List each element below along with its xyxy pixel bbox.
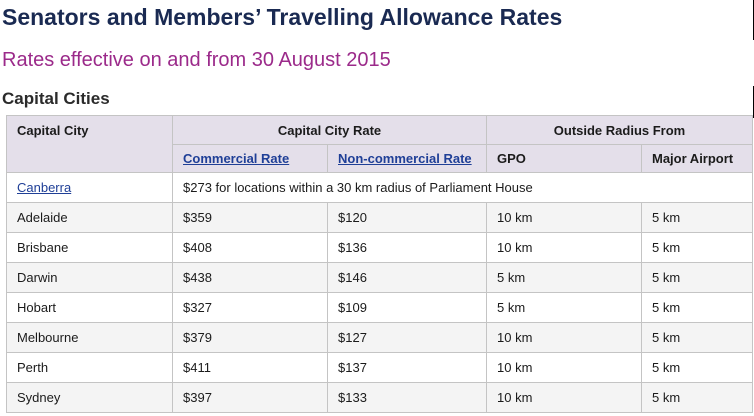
table-row: Brisbane $408 $136 10 km 5 km	[6, 232, 753, 263]
canberra-link[interactable]: Canberra	[17, 180, 72, 195]
commercial-rate-cell: $408	[172, 232, 328, 263]
non-commercial-rate-cell: $120	[327, 202, 487, 233]
non-commercial-rate-cell: $136	[327, 232, 487, 263]
gpo-radius-cell: 10 km	[486, 232, 642, 263]
city-cell: Darwin	[6, 262, 173, 293]
canberra-note-cell: $273 for locations within a 30 km radius…	[172, 172, 753, 203]
page-title: Senators and Members’ Travelling Allowan…	[2, 4, 563, 30]
header-commercial-rate: Commercial Rate	[172, 144, 328, 173]
gpo-radius-cell: 10 km	[486, 202, 642, 233]
table-row-canberra: Canberra $273 for locations within a 30 …	[6, 172, 753, 203]
commercial-rate-cell: $438	[172, 262, 328, 293]
airport-radius-cell: 5 km	[641, 322, 753, 353]
airport-radius-cell: 5 km	[641, 232, 753, 263]
header-capital-city: Capital City	[6, 115, 173, 173]
non-commercial-rate-cell: $146	[327, 262, 487, 293]
city-cell: Canberra	[6, 172, 173, 203]
airport-radius-cell: 5 km	[641, 202, 753, 233]
header-major-airport: Major Airport	[641, 144, 753, 173]
airport-radius-cell: 5 km	[641, 292, 753, 323]
commercial-rate-cell: $327	[172, 292, 328, 323]
gpo-radius-cell: 10 km	[486, 352, 642, 383]
commercial-rate-link[interactable]: Commercial Rate	[183, 151, 290, 166]
page-subtitle: Rates effective on and from 30 August 20…	[2, 49, 391, 71]
table-row: Darwin $438 $146 5 km 5 km	[6, 262, 753, 293]
non-commercial-rate-link[interactable]: Non-commercial Rate	[338, 151, 472, 166]
city-cell: Melbourne	[6, 322, 173, 353]
non-commercial-rate-cell: $127	[327, 322, 487, 353]
table-row: Sydney $397 $133 10 km 5 km	[6, 382, 753, 413]
header-capital-city-rate: Capital City Rate	[172, 115, 487, 145]
table-row: Perth $411 $137 10 km 5 km	[6, 352, 753, 383]
airport-radius-cell: 5 km	[641, 382, 753, 413]
header-non-commercial-rate: Non-commercial Rate	[327, 144, 487, 173]
gpo-radius-cell: 10 km	[486, 382, 642, 413]
commercial-rate-cell: $411	[172, 352, 328, 383]
header-gpo: GPO	[486, 144, 642, 173]
gpo-radius-cell: 5 km	[486, 262, 642, 293]
commercial-rate-cell: $397	[172, 382, 328, 413]
city-cell: Hobart	[6, 292, 173, 323]
city-cell: Brisbane	[6, 232, 173, 263]
airport-radius-cell: 5 km	[641, 262, 753, 293]
commercial-rate-cell: $359	[172, 202, 328, 233]
table-row: Melbourne $379 $127 10 km 5 km	[6, 322, 753, 353]
section-heading: Capital Cities	[2, 89, 110, 108]
city-cell: Perth	[6, 352, 173, 383]
non-commercial-rate-cell: $109	[327, 292, 487, 323]
non-commercial-rate-cell: $137	[327, 352, 487, 383]
header-outside-radius-from: Outside Radius From	[486, 115, 753, 145]
gpo-radius-cell: 10 km	[486, 322, 642, 353]
allowance-rates-table: Capital City Capital City Rate Outside R…	[6, 115, 753, 413]
non-commercial-rate-cell: $133	[327, 382, 487, 413]
commercial-rate-cell: $379	[172, 322, 328, 353]
table-row: Adelaide $359 $120 10 km 5 km	[6, 202, 753, 233]
city-cell: Adelaide	[6, 202, 173, 233]
airport-radius-cell: 5 km	[641, 352, 753, 383]
table-row: Hobart $327 $109 5 km 5 km	[6, 292, 753, 323]
city-cell: Sydney	[6, 382, 173, 413]
gpo-radius-cell: 5 km	[486, 292, 642, 323]
